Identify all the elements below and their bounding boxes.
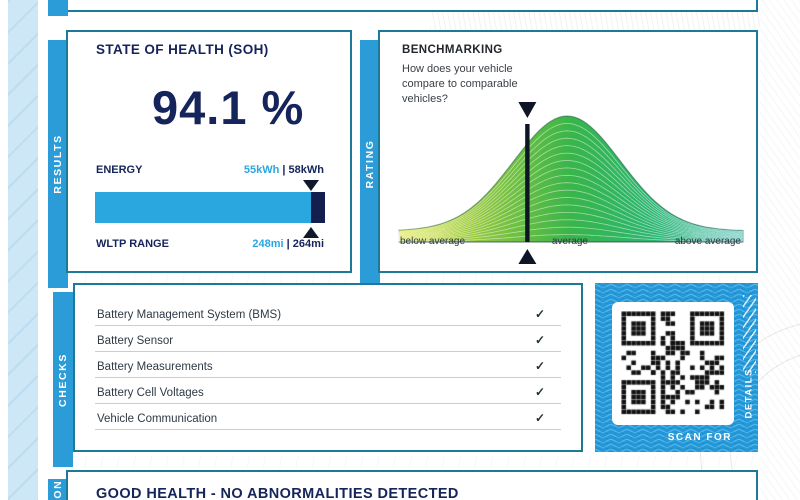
- check-item: Battery Management System (BMS) ✓: [95, 301, 561, 326]
- soh-panel: STATE OF HEALTH (SOH) 94.1 % ENERGY 55kW…: [66, 30, 352, 273]
- check-item-label: Battery Measurements: [97, 361, 213, 373]
- qr-code: [621, 311, 725, 415]
- energy-bar-degraded-segment: [311, 192, 325, 223]
- check-item: Vehicle Communication ✓: [95, 405, 561, 430]
- energy-original-value: | 58kWh: [282, 164, 324, 176]
- soh-marker-down-icon: [303, 180, 320, 191]
- energy-row: ENERGY 55kWh | 58kWh: [96, 164, 324, 176]
- benchmarking-title: BENCHMARKING: [402, 44, 503, 56]
- axis-label-above-average: above average: [674, 236, 741, 247]
- previous-section-strip: [48, 0, 68, 16]
- guilloche-pattern-right: [760, 0, 800, 500]
- check-pass-icon: ✓: [534, 307, 545, 321]
- wltp-current-value: 248mi: [252, 238, 284, 250]
- check-pass-icon: ✓: [534, 385, 545, 399]
- subtitle-line: How does your vehicle: [402, 63, 513, 75]
- axis-label-average: average: [551, 236, 588, 247]
- check-pass-icon: ✓: [534, 333, 545, 347]
- benchmarking-subtitle: How does your vehicle compare to compara…: [402, 62, 518, 107]
- checks-section-strip: CHECKS: [53, 292, 73, 467]
- energy-values: 55kWh | 58kWh: [244, 164, 324, 176]
- check-item-label: Battery Sensor: [97, 335, 174, 347]
- check-item: Battery Cell Voltages ✓: [95, 379, 561, 404]
- check-item: Battery Measurements ✓: [95, 353, 561, 378]
- results-section-strip: RESULTS: [48, 40, 68, 288]
- wltp-label: WLTP RANGE: [96, 238, 169, 250]
- axis-label-below-average: below average: [400, 236, 466, 247]
- qr-card: [612, 302, 734, 425]
- benchmark-distribution-chart: [398, 102, 744, 264]
- benchmarking-panel: BENCHMARKING How does your vehicle compa…: [378, 30, 758, 273]
- scan-for-label: SCAN FOR: [667, 432, 732, 443]
- subtitle-line: vehicles?: [402, 93, 448, 105]
- conclusion-strip-label: CONCLUSION: [52, 480, 64, 500]
- check-pass-icon: ✓: [534, 359, 545, 373]
- previous-section-panel: [60, 0, 758, 12]
- rating-section-strip: RATING: [360, 40, 380, 288]
- subtitle-line: compare to comparable: [402, 78, 518, 90]
- check-pass-icon: ✓: [534, 411, 545, 425]
- details-label: DETAILS: [743, 368, 755, 419]
- soh-title: STATE OF HEALTH (SOH): [96, 42, 269, 57]
- check-item: Battery Sensor ✓: [95, 327, 561, 352]
- hatch-marks: [743, 295, 756, 373]
- checks-panel: Battery Management System (BMS) ✓ Battery …: [73, 283, 583, 452]
- soh-marker-up-icon: [303, 227, 320, 238]
- check-item-label: Vehicle Communication: [97, 413, 218, 425]
- conclusion-panel: GOOD HEALTH - NO ABNORMALITIES DETECTED: [66, 470, 758, 500]
- conclusion-message: GOOD HEALTH - NO ABNORMALITIES DETECTED: [96, 486, 459, 500]
- conclusion-section-strip: CONCLUSION: [48, 479, 68, 500]
- check-list: Battery Management System (BMS) ✓ Battery …: [95, 301, 561, 431]
- checks-strip-label: CHECKS: [57, 352, 69, 407]
- energy-bar: [95, 192, 325, 223]
- wltp-original-value: | 264mi: [286, 238, 324, 250]
- energy-label: ENERGY: [96, 164, 143, 176]
- soh-value: 94.1 %: [152, 81, 305, 134]
- wltp-row: WLTP RANGE 248mi | 264mi: [96, 238, 324, 250]
- benchmark-axis-labels: below average average above average: [400, 236, 741, 247]
- hatch-divider: [70, 456, 760, 468]
- qr-block: SCAN FOR DETAILS: [595, 283, 758, 452]
- check-item-label: Battery Cell Voltages: [97, 387, 204, 399]
- wltp-values: 248mi | 264mi: [252, 238, 324, 250]
- check-item-label: Battery Management System (BMS): [97, 309, 282, 321]
- guilloche-pattern-top: [430, 10, 760, 30]
- results-strip-label: RESULTS: [52, 134, 64, 194]
- energy-current-value: 55kWh: [243, 164, 280, 176]
- left-accent-stripe: [8, 0, 38, 500]
- rating-strip-label: RATING: [364, 139, 376, 189]
